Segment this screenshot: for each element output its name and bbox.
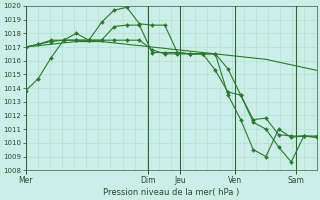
X-axis label: Pression niveau de la mer( hPa ): Pression niveau de la mer( hPa ): [103, 188, 239, 197]
